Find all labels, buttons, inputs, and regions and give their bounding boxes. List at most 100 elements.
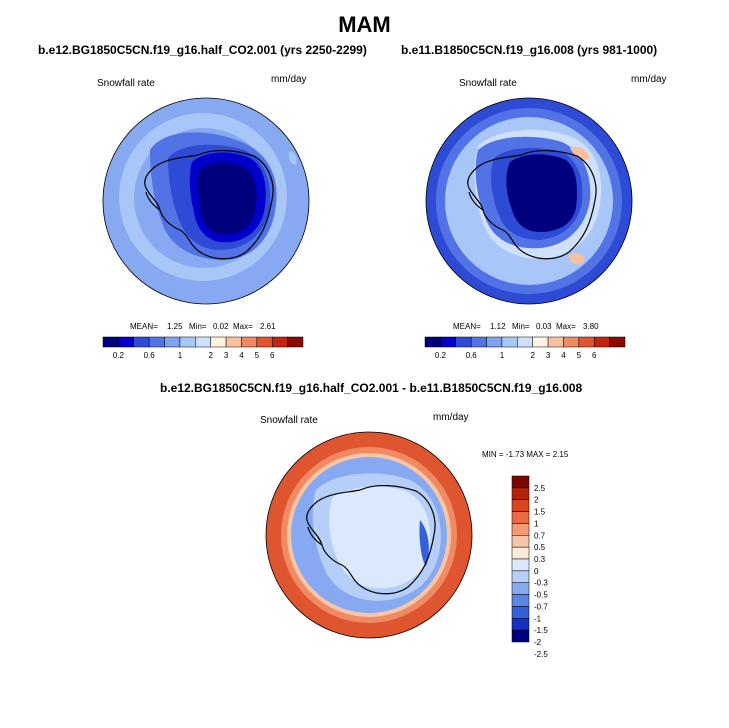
panel-1-colorbar-box-4: [164, 336, 181, 348]
panel-2-colorbar-box-7: [532, 336, 549, 348]
panel-2-colorbar-box-5: [501, 336, 518, 348]
panel-3-colorbar-box-9: [511, 582, 530, 595]
panel-1-colorbar-box-5: [179, 336, 196, 348]
panel-3-colorbar-tick-label: 1.5: [534, 508, 546, 517]
panel-2-colorbar-tick-label: 3: [546, 351, 551, 360]
panel-3-title: b.e12.BG1850C5CN.f19_g16.half_CO2.001 - …: [160, 381, 583, 395]
panel-2-warm-patch-1: [570, 146, 590, 160]
panel-3-colorbar-tick-label: 0.5: [534, 543, 546, 552]
panel-3-peninsula-coastline: [307, 526, 323, 546]
panel-3-colorbar-tick-label: -0.7: [534, 602, 548, 611]
panel-1-mean-label: MEAN=: [130, 322, 158, 331]
panel-1-colorbar-tick-label: 5: [255, 351, 260, 360]
panel-1-colorbar-box-12: [287, 336, 304, 348]
panel-1-min-value: 0.02: [213, 322, 229, 331]
panel-2-mean-value: 1.12: [490, 322, 506, 331]
panel-3-colorbar-box-8: [511, 570, 530, 583]
panel-2-units: mm/day: [631, 74, 667, 85]
panel-1-title: b.e12.BG1850C5CN.f19_g16.half_CO2.001 (y…: [38, 43, 367, 57]
panel-1-colorbar: 0.2 0.6 1 2 3 4 5 6: [102, 336, 304, 360]
panel-2-field-label: Snowfall rate: [459, 78, 517, 89]
panel-2-warm-patch-2: [568, 253, 585, 264]
panel-3-negative-patch: [419, 520, 429, 566]
panel-1-colorbar-box-3: [148, 336, 165, 348]
panel-3-colorbar-box-11: [511, 606, 530, 619]
panel-2-colorbar-tick-label: 6: [592, 351, 597, 360]
panel-2-colorbar-tick-label: 4: [561, 351, 566, 360]
panel-1-colorbar-box-0: [102, 336, 119, 348]
panel-1-colorbar-tick-label: 0.2: [113, 351, 125, 360]
panel-2-colorbar-box-11: [593, 336, 610, 348]
panel-2-colorbar-box-8: [547, 336, 564, 348]
panel-1-colorbar-box-8: [225, 336, 242, 348]
panel-1-colorbar-tick-label: 4: [239, 351, 244, 360]
figure-title: MAM: [338, 12, 391, 37]
panel-2-colorbar-box-6: [517, 336, 533, 348]
panel-2-min-label: Min=: [512, 322, 530, 331]
panel-1-colorbar-box-10: [256, 336, 273, 348]
panel-1-colorbar-box-2: [133, 336, 150, 348]
panel-1-colorbar-box-11: [271, 336, 288, 348]
panel-3-field-label: Snowfall rate: [260, 415, 318, 426]
panel-2-map-outline: [425, 97, 633, 305]
panel-2-mean-label: MEAN=: [453, 322, 481, 331]
panel-2-antarctica-coastline: [467, 150, 597, 260]
panel-3-colorbar-tick-label: 0.7: [534, 531, 546, 540]
panel-2-min-value: 0.03: [536, 322, 552, 331]
panel-2-peninsula-coastline: [468, 191, 484, 211]
panel-1-colorbar-box-9: [241, 336, 258, 348]
panel-3-colorbar-box-10: [511, 594, 530, 607]
panel-1-colorbar-tick-label: 2: [208, 351, 213, 360]
panel-1-max-value: 2.61: [260, 322, 276, 331]
panel-3-minmax: MIN = -1.73 MAX = 2.15: [482, 450, 569, 459]
panel-3-colorbar-tick-label: -0.3: [534, 579, 548, 588]
panel-3-colorbar-tick-label: -1: [534, 614, 542, 623]
panel-3-colorbar-tick-label: 0: [534, 567, 539, 576]
panel-3-colorbar-tick-label: -0.5: [534, 591, 548, 600]
panel-1-colorbar-tick-label: 1: [178, 351, 183, 360]
panel-2-colorbar-tick-label: 1: [500, 351, 505, 360]
panel-1-map-outline: [102, 97, 310, 305]
panel-2-colorbar: 0.2 0.6 1 2 3 4 5 6: [424, 336, 626, 360]
panel-1-edge-patch: [288, 151, 297, 165]
panel-1-plateau: [197, 162, 257, 235]
panel-3-antarctica-coastline: [306, 485, 436, 595]
panel-2-colorbar-box-2: [455, 336, 472, 348]
panel-3-colorbar-tick-label: -2: [534, 638, 542, 647]
panel-2-map: [426, 98, 632, 304]
panel-3-colorbar-box-2: [511, 499, 530, 512]
panel-3-colorbar-box-6: [511, 546, 530, 560]
panel-1-mean-value: 1.25: [167, 322, 183, 331]
panel-1-colorbar-box-7: [210, 336, 227, 348]
panel-3-colorbar: 2.5 2 1.5 1 0.7 0.5 0.3 0 -0.3 -0.5 -0.7 -1 -1.5 -2 -2…: [511, 475, 548, 659]
panel-3-colorbar-tick-label: -2.5: [534, 650, 548, 659]
panel-3-colorbar-tick-label: 1: [534, 519, 539, 528]
panel-1-colorbar-box-6: [195, 336, 211, 348]
panel-2-colorbar-box-9: [563, 336, 580, 348]
panel-2-colorbar-box-1: [440, 336, 457, 348]
panel-1-field-label: Snowfall rate: [97, 78, 155, 89]
panel-3-colorbar-box-13: [511, 629, 530, 643]
panel-1-antarctica-coastline: [144, 150, 274, 260]
panel-3-colorbar-box-5: [511, 535, 530, 548]
panel-3-colorbar-box-7: [511, 558, 530, 572]
panel-1-map: [103, 98, 309, 304]
panel-1-colorbar-tick-label: 3: [224, 351, 229, 360]
panel-3-colorbar-tick-label: 2.5: [534, 484, 546, 493]
panel-2-colorbar-tick-label: 0.6: [466, 351, 478, 360]
panel-3-colorbar-box-4: [511, 523, 530, 536]
panel-2-title: b.e11.B1850C5CN.f19_g16.008 (yrs 981-100…: [401, 43, 658, 57]
panel-1-max-label: Max=: [233, 322, 253, 331]
panel-2-colorbar-tick-label: 5: [577, 351, 582, 360]
panel-2-colorbar-box-10: [578, 336, 595, 348]
panel-3-colorbar-box-12: [511, 618, 530, 631]
panel-1-peninsula-coastline: [145, 191, 161, 211]
panel-2-max-value: 3.80: [583, 322, 599, 331]
panel-3-colorbar-tick-label: 2: [534, 496, 539, 505]
panel-2-colorbar-box-3: [470, 336, 487, 348]
panel-3-colorbar-box-3: [511, 511, 530, 524]
panel-2-colorbar-tick-label: 0.2: [435, 351, 447, 360]
panel-3-colorbar-tick-label: 0.3: [534, 555, 546, 564]
panel-3-colorbar-box-0: [511, 475, 530, 489]
